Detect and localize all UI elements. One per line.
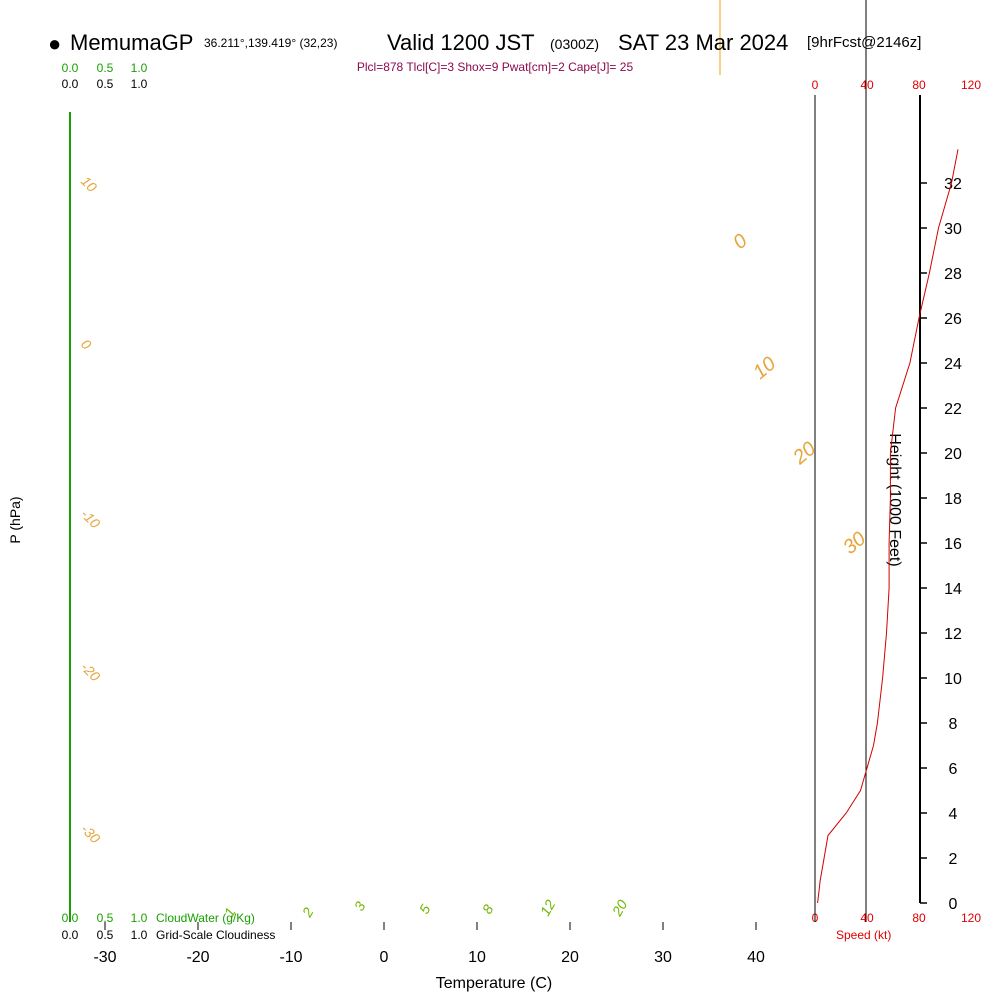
- forecast-tag: [9hrFcst@2146z]: [807, 34, 922, 51]
- speed-bottom-tick: 40: [860, 911, 874, 925]
- speed-top-tick: 40: [860, 78, 874, 92]
- height-tick-label: 10: [944, 671, 962, 688]
- height-tick-label: 22: [944, 401, 962, 418]
- cloudiness-top-tick: 0.0: [62, 77, 79, 91]
- height-tick-label: 8: [949, 716, 958, 733]
- pressure-axis-title: P (hPa): [7, 496, 23, 543]
- mixing-ratio-label: 12: [537, 897, 559, 919]
- cloudwater-bottom-tick: 1.0: [131, 911, 148, 925]
- cloudwater-bottom-tick: 0.0: [62, 911, 79, 925]
- height-axis-title: Height (1000 Feet): [886, 433, 903, 566]
- temperature-axis-title: Temperature (C): [436, 975, 552, 992]
- isotherm-label: -30: [78, 821, 104, 847]
- height-tick-label: 4: [949, 806, 958, 823]
- valid-utc: (0300Z): [550, 36, 600, 52]
- temperature-tick-label: 10: [468, 949, 486, 966]
- cloudiness-top-tick: 1.0: [131, 77, 148, 91]
- cloudiness-top-tick: 0.5: [97, 77, 114, 91]
- wind-speed-profile-line: [817, 149, 959, 904]
- stability-indices: Plcl=878 Tlcl[C]=3 Shox=9 Pwat[cm]=2 Cap…: [356, 60, 634, 74]
- temperature-tick-label: 20: [561, 949, 579, 966]
- height-tick-label: 6: [949, 761, 958, 778]
- isotherm-label: -20: [78, 659, 104, 685]
- cloudwater-top-tick: 0.0: [62, 61, 79, 75]
- cloudiness-bottom-tick: 0.0: [62, 928, 79, 942]
- station-dot-icon: ●: [48, 31, 62, 56]
- temperature-tick-label: -10: [279, 949, 302, 966]
- temperature-tick-label: 0: [380, 949, 389, 966]
- valid-date: SAT 23 Mar 2024: [618, 30, 789, 55]
- mixing-ratio-label: 3: [351, 899, 369, 914]
- height-tick-label: 28: [944, 266, 962, 283]
- height-tick-label: 18: [944, 491, 962, 508]
- temperature-tick-label: -20: [186, 949, 209, 966]
- cloudwater-top-tick: 1.0: [131, 61, 148, 75]
- temperature-tick-label: -30: [93, 949, 116, 966]
- speed-top-tick: 0: [812, 78, 819, 92]
- speed-top-tick: 120: [961, 78, 981, 92]
- valid-time: Valid 1200 JST: [387, 30, 535, 55]
- station-coords: 36.211°,139.419° (32,23): [204, 36, 338, 50]
- height-tick-label: 0: [949, 896, 958, 913]
- speed-bottom-tick: 80: [912, 911, 926, 925]
- cloudiness-bottom-tick: 0.5: [97, 928, 114, 942]
- model-title: MemumaGP: [70, 30, 194, 55]
- height-tick-label: 30: [944, 221, 962, 238]
- isotherm-label: 10: [78, 173, 100, 195]
- speed-scale-label: Speed (kt): [836, 928, 891, 942]
- height-tick-label: 14: [944, 581, 962, 598]
- height-tick-label: 16: [944, 536, 962, 553]
- mixing-ratio-label: 20: [608, 897, 630, 920]
- height-tick-label: 2: [949, 851, 958, 868]
- speed-top-tick: 80: [912, 78, 926, 92]
- speed-bottom-tick: 120: [961, 911, 981, 925]
- height-tick-label: 32: [944, 176, 962, 193]
- cloudwater-scale-label: CloudWater (g/Kg): [156, 911, 255, 925]
- isotherm-label: -10: [78, 506, 104, 532]
- isotherm-label: 0: [78, 336, 95, 353]
- height-tick-label: 20: [944, 446, 962, 463]
- mixing-ratio-label: 5: [416, 902, 434, 917]
- height-tick-label: 24: [944, 356, 962, 373]
- temperature-tick-label: 30: [654, 949, 672, 966]
- height-tick-label: 12: [944, 626, 962, 643]
- dry-adiabat-label: 10: [749, 353, 780, 384]
- cloudiness-bottom-tick: 1.0: [131, 928, 148, 942]
- temperature-tick-label: 40: [747, 949, 765, 966]
- dry-adiabat-label: 0: [729, 230, 752, 254]
- cloudwater-bottom-tick: 0.5: [97, 911, 114, 925]
- mixing-ratio-label: 2: [298, 905, 316, 921]
- height-tick-label: 26: [944, 311, 962, 328]
- cloudiness-scale-label: Grid-Scale Cloudiness: [156, 928, 275, 942]
- cloudwater-top-tick: 0.5: [97, 61, 114, 75]
- mixing-ratio-label: 8: [479, 902, 497, 917]
- right-frame-line: [865, 0, 867, 922]
